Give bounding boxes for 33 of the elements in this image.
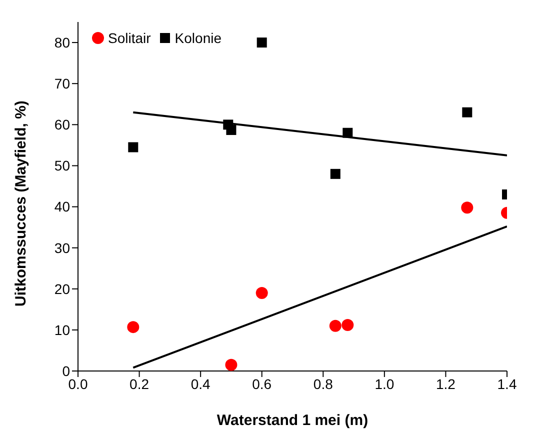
point (225, 358, 238, 371)
y-tick-label: 50 (54, 158, 70, 174)
point (330, 168, 340, 179)
point (226, 124, 236, 135)
x-tick-label: 0.2 (130, 376, 150, 392)
point (329, 320, 342, 332)
y-tick-label: 10 (54, 322, 70, 338)
y-tick-label: 20 (54, 280, 70, 297)
legend-label: Kolonie (174, 30, 222, 46)
y-axis-title: Uitkomssucces (Mayfield, %) (12, 100, 30, 306)
x-tick-label: 0.0 (68, 376, 88, 392)
point (256, 286, 268, 299)
x-axis-title: Waterstand 1 mei (m) (216, 412, 368, 429)
x-tick-label: 0.4 (190, 376, 211, 392)
y-tick-label: 0 (62, 362, 70, 379)
point (342, 128, 353, 138)
point (127, 321, 140, 334)
y-tick-label: 70 (54, 76, 70, 92)
x-tick-label: 1.2 (436, 376, 456, 392)
y-tick-label: 60 (54, 116, 70, 133)
point (461, 202, 474, 214)
point (128, 142, 138, 152)
x-tick-label: 0.6 (252, 376, 272, 392)
x-tick-label: 0.8 (313, 376, 334, 392)
x-tick-label: 1.4 (497, 376, 517, 392)
point (342, 319, 354, 332)
y-tick-label: 30 (54, 240, 70, 256)
x-tick-label: 1.0 (374, 376, 394, 392)
point (462, 107, 472, 118)
legend-label: Solitair (108, 30, 151, 46)
y-tick-label: 40 (54, 198, 70, 215)
point (256, 38, 267, 48)
y-tick-label: 80 (54, 34, 70, 50)
